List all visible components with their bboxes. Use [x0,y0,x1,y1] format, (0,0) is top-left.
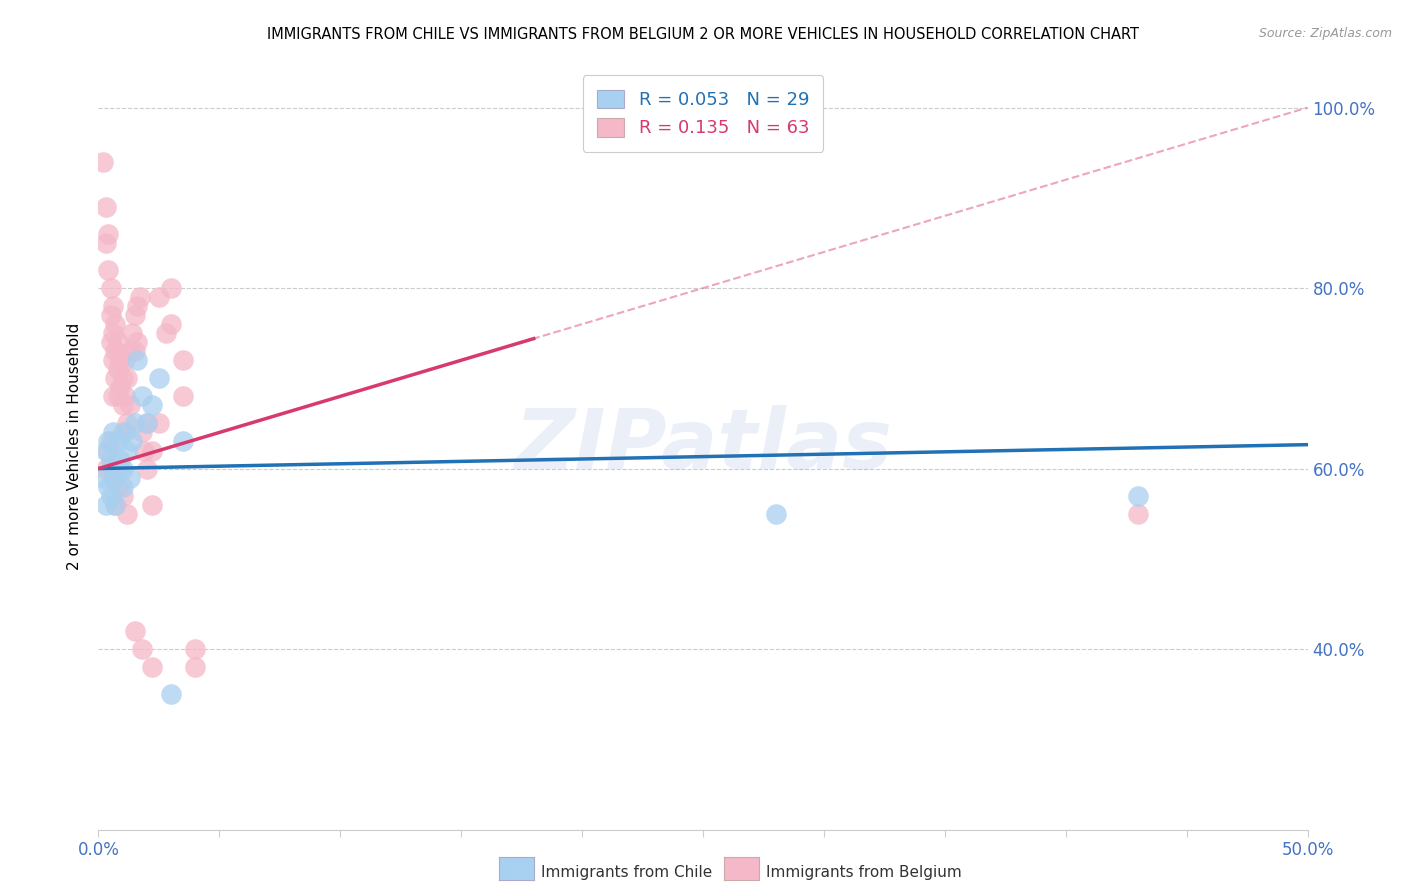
Point [135,461,157,475]
Text: Immigrants from Chile: Immigrants from Chile [541,865,713,880]
Point [100,489,122,503]
Point [1128,507,1150,521]
Legend: R = 0.053   N = 29, R = 0.135   N = 63: R = 0.053 N = 29, R = 0.135 N = 63 [582,75,824,152]
Point [131,642,153,657]
Point [97,443,120,458]
Point [107,362,129,376]
Point [104,498,127,512]
Point [100,452,122,467]
Point [141,398,163,412]
Point [141,443,163,458]
Point [135,417,157,431]
Point [100,281,122,295]
Point [104,344,127,359]
Point [97,227,120,241]
Point [121,326,143,341]
Point [94,498,117,512]
Point [107,434,129,449]
Point [97,434,120,449]
Point [128,290,150,304]
Point [111,371,134,385]
Point [148,417,170,431]
Point [124,417,146,431]
Point [127,299,149,313]
Point [131,389,153,403]
Point [94,443,117,458]
Point [101,353,124,368]
Point [118,470,141,484]
Text: Source: ZipAtlas.com: Source: ZipAtlas.com [1258,27,1392,40]
Point [118,344,141,359]
Point [104,470,127,484]
Point [121,434,143,449]
Point [117,371,139,385]
Point [134,443,156,458]
Point [101,326,124,341]
Y-axis label: 2 or more Vehicles in Household: 2 or more Vehicles in Household [67,322,83,570]
Point [114,425,136,440]
Text: IMMIGRANTS FROM CHILE VS IMMIGRANTS FROM BELGIUM 2 OR MORE VEHICLES IN HOUSEHOLD: IMMIGRANTS FROM CHILE VS IMMIGRANTS FROM… [267,27,1139,42]
Point [94,461,117,475]
Point [160,281,183,295]
Point [148,290,170,304]
Point [127,353,149,368]
Point [155,326,177,341]
Point [172,434,194,449]
Point [104,498,127,512]
Point [111,425,134,440]
Point [97,480,120,494]
Point [97,263,120,277]
Point [111,489,134,503]
Point [184,660,207,674]
Point [148,371,170,385]
Point [91,470,114,484]
Point [141,498,163,512]
Point [107,335,129,350]
Text: Immigrants from Belgium: Immigrants from Belgium [766,865,962,880]
Point [117,507,139,521]
Point [184,642,207,657]
Point [141,660,163,674]
Point [101,425,124,440]
Point [108,461,131,475]
Point [160,317,183,331]
Point [100,335,122,350]
Point [101,389,124,403]
Point [135,417,157,431]
Point [94,200,117,214]
Point [160,687,183,701]
Point [765,507,787,521]
Point [117,443,139,458]
Point [100,308,122,322]
Point [107,389,129,403]
Point [104,371,127,385]
Point [108,380,131,394]
Point [124,308,146,322]
Point [111,461,134,475]
Point [172,353,194,368]
Point [114,353,136,368]
Point [118,398,141,412]
Point [94,235,117,250]
Point [101,470,124,484]
Point [111,480,134,494]
Point [111,398,134,412]
Point [1128,489,1150,503]
Point [101,299,124,313]
Point [172,389,194,403]
Point [101,461,124,475]
Point [124,624,146,638]
Text: ZIPatlas: ZIPatlas [515,406,891,486]
Point [117,417,139,431]
Point [114,389,136,403]
Point [107,480,129,494]
Point [91,154,114,169]
Point [131,425,153,440]
Point [108,452,131,467]
Point [100,434,122,449]
Point [127,335,149,350]
Point [104,317,127,331]
Point [124,344,146,359]
Point [108,353,131,368]
